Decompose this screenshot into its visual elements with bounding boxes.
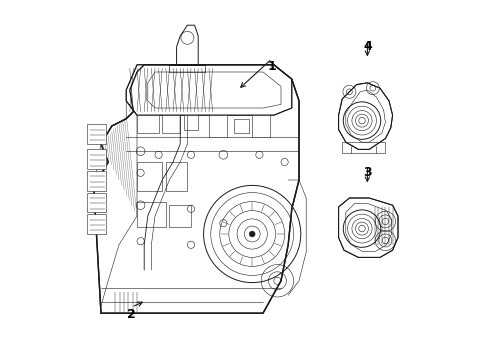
Bar (184, 115, 198, 130)
Polygon shape (126, 65, 292, 115)
Bar (137, 162, 162, 191)
Bar (87, 193, 106, 212)
Polygon shape (339, 83, 392, 149)
Bar (166, 162, 187, 191)
Bar (87, 149, 106, 169)
Circle shape (249, 231, 255, 237)
Bar (87, 124, 106, 144)
Bar (209, 115, 227, 137)
Bar (234, 119, 248, 133)
Text: 2: 2 (127, 309, 136, 321)
Bar (162, 115, 180, 133)
Text: 4: 4 (363, 40, 372, 53)
Bar (137, 202, 166, 227)
Polygon shape (94, 65, 299, 313)
Bar (87, 214, 106, 234)
Bar (252, 115, 270, 137)
Polygon shape (339, 198, 398, 257)
Bar (87, 171, 106, 191)
Bar (170, 205, 191, 227)
Text: 3: 3 (363, 166, 372, 179)
Bar (137, 115, 159, 133)
Text: 1: 1 (268, 60, 276, 73)
